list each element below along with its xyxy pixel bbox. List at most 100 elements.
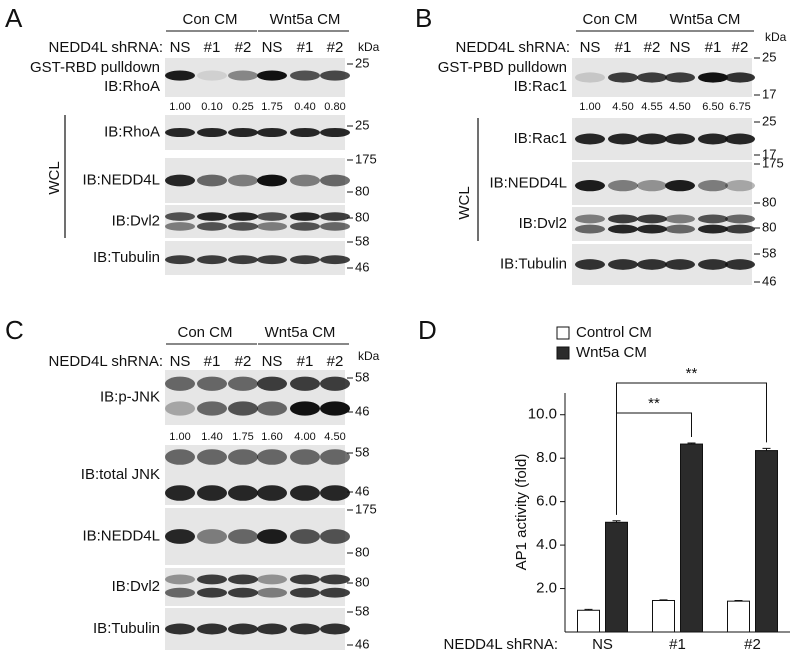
band xyxy=(290,70,320,81)
band xyxy=(257,529,287,544)
lane-label: #2 xyxy=(235,353,252,370)
legend-label: Wnt5a CM xyxy=(576,344,647,361)
legend-label: Control CM xyxy=(576,324,652,341)
marker-label: 80 xyxy=(355,183,369,198)
group-label: Wnt5a CM xyxy=(270,11,341,28)
group-label: Con CM xyxy=(182,11,237,28)
quantification: 4.55 xyxy=(641,101,662,113)
marker-label: 175 xyxy=(355,501,377,516)
legend-swatch xyxy=(556,346,570,360)
band xyxy=(320,174,350,187)
band xyxy=(197,127,227,138)
x-tick-label: #1 xyxy=(669,636,686,653)
shrna-label: NEDD4L shRNA: xyxy=(49,353,163,370)
blot-label: IB:p-JNK xyxy=(100,388,160,405)
band xyxy=(290,255,320,265)
band xyxy=(257,127,287,138)
band xyxy=(228,574,258,585)
blot-label: IB:Rac1 xyxy=(514,78,567,95)
band xyxy=(165,127,195,138)
band xyxy=(725,133,755,145)
band xyxy=(257,255,287,265)
quantification: 1.00 xyxy=(169,101,190,113)
marker-label: 80 xyxy=(762,194,776,209)
band xyxy=(575,180,605,192)
band xyxy=(165,449,195,465)
band xyxy=(165,174,195,187)
band xyxy=(197,587,227,598)
band xyxy=(197,70,227,81)
blot-label: IB:Tubulin xyxy=(93,620,160,637)
band xyxy=(197,623,227,635)
marker-label: 175 xyxy=(355,151,377,166)
band xyxy=(197,174,227,187)
band xyxy=(257,574,287,585)
marker-label: 46 xyxy=(762,273,776,288)
band xyxy=(725,72,755,83)
band xyxy=(725,180,755,192)
blot xyxy=(165,568,345,606)
band xyxy=(228,449,258,465)
band xyxy=(320,127,350,138)
band xyxy=(320,574,350,585)
blot-label: IB:Dvl2 xyxy=(112,578,160,595)
wcl-label: WCL xyxy=(46,161,63,194)
band xyxy=(165,70,195,81)
band xyxy=(290,623,320,635)
band xyxy=(197,255,227,265)
blot-label: GST-PBD pulldown xyxy=(438,59,567,76)
band xyxy=(320,485,350,501)
bar xyxy=(680,443,703,633)
lane-label: NS xyxy=(170,39,191,56)
band xyxy=(290,212,320,221)
band xyxy=(197,485,227,501)
marker-label: 25 xyxy=(762,113,776,128)
band xyxy=(665,72,695,83)
blot-label: IB:NEDD4L xyxy=(82,527,160,544)
quantification: 1.75 xyxy=(232,431,253,443)
band xyxy=(257,401,287,416)
shrna-label: NEDD4L shRNA: xyxy=(456,39,570,56)
band xyxy=(165,255,195,265)
band xyxy=(698,224,728,234)
bar xyxy=(577,609,600,633)
band xyxy=(257,623,287,635)
blot-label: IB:Rac1 xyxy=(514,130,567,147)
lane-label: #2 xyxy=(644,39,661,56)
x-tick-label: #2 xyxy=(744,636,761,653)
band xyxy=(257,485,287,501)
band xyxy=(228,623,258,635)
marker-label: 80 xyxy=(355,544,369,559)
band xyxy=(698,259,728,270)
band xyxy=(698,133,728,145)
marker-label: 58 xyxy=(355,603,369,618)
error-bar xyxy=(612,520,621,523)
quantification: 1.00 xyxy=(579,101,600,113)
kda-label: kDa xyxy=(358,349,380,363)
band xyxy=(197,449,227,465)
band xyxy=(575,133,605,145)
band xyxy=(257,222,287,231)
blot-label: IB:total JNK xyxy=(81,466,160,483)
band xyxy=(725,259,755,270)
blot-label: IB:RhoA xyxy=(104,78,160,95)
lane-label: #1 xyxy=(204,39,221,56)
band xyxy=(290,587,320,598)
legend-swatch xyxy=(556,326,570,340)
band xyxy=(290,127,320,138)
panel-letter: A xyxy=(5,3,23,33)
quantification: 0.80 xyxy=(324,101,345,113)
lane-label: #1 xyxy=(297,353,314,370)
band xyxy=(228,255,258,265)
band xyxy=(197,529,227,544)
band xyxy=(320,401,350,416)
band xyxy=(228,127,258,138)
band xyxy=(290,574,320,585)
marker-label: 80 xyxy=(355,209,369,224)
quantification: 1.00 xyxy=(169,431,190,443)
marker-label: 17 xyxy=(762,86,776,101)
bar xyxy=(652,599,675,633)
marker-label: 25 xyxy=(762,49,776,64)
band xyxy=(320,255,350,265)
